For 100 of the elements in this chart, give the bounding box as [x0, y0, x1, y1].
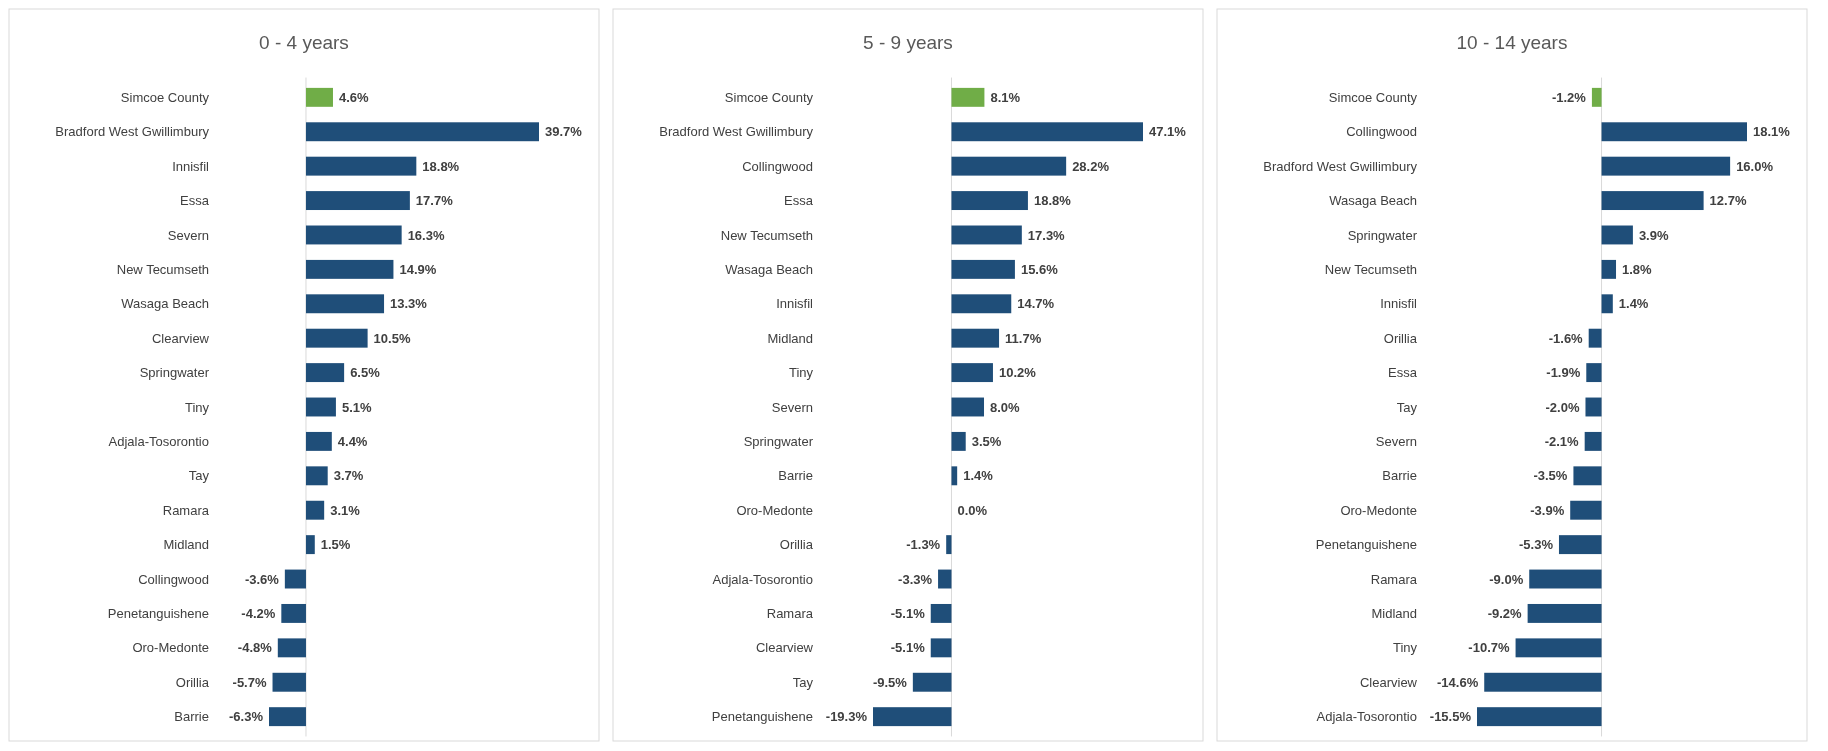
bar — [1584, 431, 1602, 451]
y-tick-label: Midland — [767, 330, 813, 346]
data-label: -3.3% — [898, 571, 933, 587]
y-tick-label: New Tecumseth — [116, 261, 209, 277]
data-label: 15.6% — [1020, 261, 1059, 277]
bar — [951, 191, 1028, 211]
y-tick-label: Oro-Medonte — [1340, 502, 1417, 518]
data-label: -1.2% — [1551, 89, 1587, 105]
y-tick-label: Oro-Medonte — [736, 502, 813, 518]
chart-title: 10 - 14 years — [1456, 32, 1568, 53]
y-tick-label: Orillia — [1383, 330, 1418, 346]
y-tick-label: Orillia — [175, 674, 210, 690]
data-label: -6.3% — [229, 709, 264, 725]
data-label: -4.8% — [237, 640, 273, 656]
data-label: -3.5% — [1533, 468, 1568, 484]
data-label: -1.3% — [906, 537, 941, 553]
bar — [1601, 191, 1704, 211]
y-tick-label: Simcoe County — [1328, 89, 1418, 105]
y-tick-label: Collingwood — [742, 158, 813, 174]
data-label: 12.7% — [1709, 193, 1747, 209]
y-tick-label: Ramara — [1370, 571, 1418, 587]
chart-title: 5 - 9 years — [863, 32, 953, 53]
chart-title: 0 - 4 years — [259, 32, 349, 53]
y-tick-label: Essa — [180, 193, 210, 209]
y-tick-label: Essa — [784, 193, 814, 209]
data-label: -1.6% — [1548, 330, 1584, 346]
y-tick-label: Adjala-Tosorontio — [1316, 709, 1417, 725]
bar — [1477, 707, 1602, 727]
bar — [951, 294, 1012, 314]
y-tick-label: Bradford West Gwillimbury — [1263, 158, 1418, 174]
bar — [938, 569, 952, 589]
bar — [1484, 672, 1602, 692]
bar — [305, 363, 345, 383]
data-label: 17.7% — [415, 193, 454, 209]
y-tick-label: Essa — [1388, 365, 1418, 381]
y-tick-label: Simcoe County — [724, 89, 814, 105]
data-label: 0.0% — [957, 502, 988, 518]
bar — [305, 431, 332, 451]
data-label: 3.9% — [1638, 227, 1669, 243]
bar — [281, 603, 306, 623]
y-tick-label: Midland — [1371, 605, 1417, 621]
bar — [912, 672, 952, 692]
bar — [1527, 603, 1602, 623]
bar — [930, 603, 952, 623]
y-tick-label: Springwater — [139, 365, 210, 381]
bar — [272, 672, 306, 692]
data-label: 8.0% — [990, 399, 1021, 415]
bar — [305, 87, 333, 107]
data-label: -2.0% — [1545, 399, 1580, 415]
bar — [951, 225, 1022, 245]
y-tick-label: Severn — [167, 227, 209, 243]
bar — [269, 707, 306, 727]
bar — [951, 466, 958, 486]
bar — [305, 397, 336, 417]
y-tick-label: Severn — [1375, 433, 1417, 449]
data-label: 10.5% — [373, 330, 411, 346]
bar — [1529, 569, 1602, 589]
bar — [305, 225, 402, 245]
data-label: -5.7% — [232, 674, 267, 690]
data-label: 18.8% — [1033, 193, 1072, 209]
data-label: 1.8% — [1622, 261, 1653, 277]
data-label: 1.4% — [963, 468, 994, 484]
y-tick-label: Clearview — [1359, 674, 1418, 690]
data-label: -10.7% — [1468, 640, 1510, 656]
bar — [951, 397, 985, 417]
y-tick-label: Tay — [188, 468, 210, 484]
data-label: 18.8% — [422, 158, 460, 174]
bar — [305, 156, 417, 176]
bar — [1601, 225, 1633, 245]
data-label: 1.4% — [1618, 296, 1649, 312]
bar — [305, 500, 325, 520]
data-label: -1.9% — [1546, 365, 1581, 381]
data-label: 39.7% — [545, 124, 583, 140]
y-tick-label: Tiny — [1392, 640, 1418, 656]
data-label: 16.0% — [1736, 158, 1774, 174]
bar — [1588, 328, 1602, 348]
y-tick-label: Springwater — [743, 433, 814, 449]
y-tick-label: Barrie — [778, 468, 813, 484]
bar — [1586, 363, 1602, 383]
y-tick-label: Tay — [1396, 399, 1418, 415]
y-tick-label: Springwater — [1347, 227, 1418, 243]
y-tick-label: Penetanguishene — [107, 605, 209, 621]
y-tick-label: Bradford West Gwillimbury — [659, 124, 814, 140]
y-tick-label: Adjala-Tosorontio — [712, 571, 813, 587]
y-tick-label: New Tecumseth — [1324, 261, 1417, 277]
bar — [951, 87, 985, 107]
data-label: -5.3% — [1519, 537, 1554, 553]
bar — [1601, 122, 1747, 142]
y-tick-label: Severn — [771, 399, 813, 415]
data-label: 18.1% — [1753, 124, 1791, 140]
y-tick-label: Orillia — [779, 537, 814, 553]
bar — [1601, 259, 1617, 279]
bar — [951, 431, 966, 451]
data-label: 5.1% — [341, 399, 372, 415]
data-label: 4.6% — [338, 89, 370, 105]
bar — [951, 259, 1015, 279]
bar — [305, 535, 315, 555]
bar — [305, 466, 328, 486]
bar — [1515, 638, 1602, 658]
bar — [305, 191, 410, 211]
